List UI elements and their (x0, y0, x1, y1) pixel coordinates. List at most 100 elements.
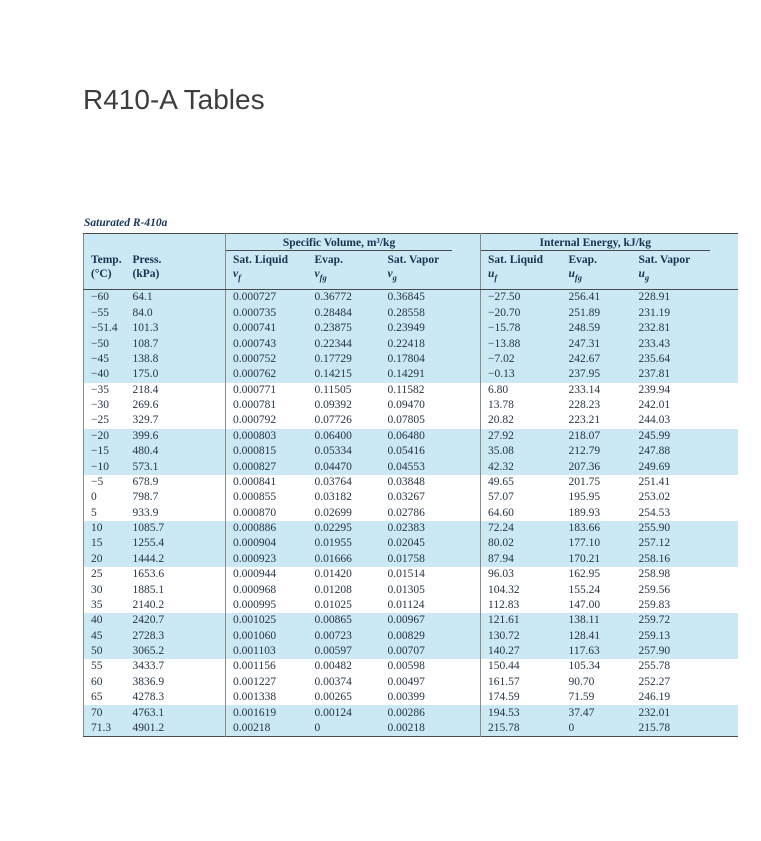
cell-u-sat-liquid: −0.13 (480, 367, 562, 383)
table-row: −10 573.1 0.000827 0.04470 0.04553 42.32 207.3… (83, 459, 738, 475)
cell-v-sat-vapor: 0.06480 (387, 429, 425, 442)
cell-v-sat-liquid: 0.000827 (225, 459, 308, 475)
cell-u-sat-liquid: 64.60 (480, 505, 562, 521)
cell-v-sat-vapor: 0.01305 (387, 583, 425, 596)
table-row: 25 1653.6 0.000944 0.01420 0.01514 96.03 162.9… (83, 567, 738, 583)
cell-v-evap: 0.07726 (314, 414, 352, 427)
cell-temp: −40 (91, 368, 109, 381)
cell-press: 138.8 (132, 352, 159, 365)
cell-v-evap: 0.00482 (314, 660, 352, 673)
cell-press: 399.6 (132, 429, 159, 442)
cell-u-evap: 233.14 (568, 383, 601, 396)
cell-u-sat-vapor: 239.94 (638, 383, 671, 396)
cell-v-evap: 0.03182 (314, 491, 352, 504)
cell-v-sat-vapor: 0.00598 (387, 660, 425, 673)
cell-u-evap: 251.89 (568, 306, 601, 319)
table-row: −50 108.7 0.000743 0.22344 0.22418 −13.88 247.… (83, 336, 738, 352)
cell-press: 175.0 (132, 368, 159, 381)
cell-u-sat-vapor: 215.78 (638, 721, 671, 734)
cell-u-sat-liquid: 161.57 (480, 674, 562, 691)
cell-press: 573.1 (132, 460, 159, 473)
cell-v-sat-liquid: 0.000870 (225, 505, 308, 521)
cell-u-sat-liquid: 140.27 (480, 643, 562, 660)
cell-u-sat-liquid: −20.70 (480, 305, 562, 322)
cell-v-evap: 0.00597 (314, 645, 352, 658)
cell-v-evap: 0.01666 (314, 552, 352, 565)
cell-temp: 70 (91, 706, 103, 719)
cell-u-sat-vapor: 228.91 (638, 291, 671, 304)
cell-press: 1255.4 (132, 537, 165, 550)
cell-u-sat-liquid: 20.82 (480, 413, 562, 429)
col-header-unit: (kPa) (132, 268, 160, 280)
cell-v-evap: 0.02699 (314, 506, 352, 519)
cell-u-evap: 183.66 (568, 522, 601, 535)
cell-v-sat-liquid: 0.001227 (225, 674, 308, 691)
cell-u-sat-liquid: −15.78 (480, 321, 562, 337)
table-row: 50 3065.2 0.001103 0.00597 0.00707 140.27 117.… (83, 643, 738, 660)
cell-v-sat-vapor: 0.09470 (387, 399, 425, 412)
cell-v-sat-liquid: 0.000735 (225, 305, 308, 322)
table-row: 55 3433.7 0.001156 0.00482 0.00598 150.44 105.… (83, 659, 738, 675)
cell-press: 1444.2 (132, 552, 165, 565)
cell-u-sat-vapor: 242.01 (638, 399, 671, 412)
table-row: −40 175.0 0.000762 0.14215 0.14291 −0.13 237.9… (83, 367, 738, 383)
cell-u-sat-liquid: −13.88 (480, 336, 562, 352)
cell-v-evap: 0.04470 (314, 460, 352, 473)
col-header-label: Evap. (314, 254, 343, 266)
col-header-v-evap: Evap. vfg (307, 251, 381, 291)
cell-v-sat-vapor: 0.01514 (387, 568, 425, 581)
cell-u-sat-vapor: 259.56 (638, 583, 671, 596)
cell-u-sat-liquid: 35.08 (480, 444, 562, 460)
cell-press: 84.0 (132, 306, 153, 319)
cell-v-sat-vapor: 0.03267 (387, 491, 425, 504)
cell-v-sat-vapor: 0.00497 (387, 675, 425, 688)
cell-v-evap: 0.02295 (314, 522, 352, 535)
cell-v-sat-liquid: 0.000803 (225, 428, 308, 445)
table-row: 0 798.7 0.000855 0.03182 0.03267 57.07 195.95 2… (83, 490, 738, 506)
cell-u-sat-vapor: 258.16 (638, 552, 671, 565)
cell-u-sat-liquid: 72.24 (480, 520, 562, 537)
cell-v-evap: 0.01025 (314, 598, 352, 611)
cell-u-sat-vapor: 251.41 (638, 475, 671, 488)
table-row: −30 269.6 0.000781 0.09392 0.09470 13.78 228.2… (83, 397, 738, 414)
cell-u-evap: 248.59 (568, 322, 601, 335)
cell-temp: 10 (91, 522, 103, 535)
cell-u-sat-liquid: 150.44 (480, 659, 562, 675)
table-row: 60 3836.9 0.001227 0.00374 0.00497 161.57 90.7… (83, 674, 738, 691)
cell-u-sat-vapor: 232.81 (638, 322, 671, 335)
cell-v-evap: 0.14215 (314, 368, 352, 381)
cell-u-evap: 128.41 (568, 629, 601, 642)
cell-v-sat-liquid: 0.000944 (225, 567, 308, 583)
cell-v-sat-liquid: 0.000752 (225, 351, 308, 368)
table-row: 10 1085.7 0.000886 0.02295 0.02383 72.24 183.6… (83, 520, 738, 537)
table-row: 40 2420.7 0.001025 0.00865 0.00967 121.61 138.… (83, 613, 738, 629)
cell-temp: 20 (91, 552, 103, 565)
cell-v-sat-liquid: 0.000771 (225, 382, 308, 398)
table-body: −60 64.1 0.000727 0.36772 0.36845 −27.50 256.4… (83, 289, 738, 737)
cell-press: 329.7 (132, 414, 159, 427)
group-header-row: Specific Volume, m³/kg Internal Energy, k… (84, 233, 738, 251)
cell-v-evap: 0.01420 (314, 568, 352, 581)
cell-u-sat-vapor: 259.83 (638, 598, 671, 611)
cell-v-sat-vapor: 0.03848 (387, 475, 425, 488)
cell-u-sat-vapor: 255.78 (638, 660, 671, 673)
table-row: −45 138.8 0.000752 0.17729 0.17804 −7.02 242.6… (83, 351, 738, 368)
cell-temp: −5 (91, 475, 104, 488)
cell-u-sat-liquid: −7.02 (480, 351, 562, 368)
cell-temp: 65 (91, 691, 103, 704)
table-row: 30 1885.1 0.000968 0.01208 0.01305 104.32 155.… (83, 582, 738, 598)
cell-u-sat-vapor: 233.43 (638, 337, 671, 350)
cell-temp: −45 (91, 352, 109, 365)
cell-v-evap: 0.00865 (314, 614, 352, 627)
cell-u-sat-vapor: 245.99 (638, 429, 671, 442)
cell-u-evap: 242.67 (568, 352, 601, 365)
cell-v-sat-liquid: 0.000855 (225, 490, 308, 506)
cell-temp: 71.3 (91, 721, 112, 734)
cell-v-sat-vapor: 0.11582 (387, 383, 425, 396)
cell-press: 798.7 (132, 491, 159, 504)
cell-v-sat-vapor: 0.00399 (387, 691, 425, 704)
table-row: 15 1255.4 0.000904 0.01955 0.02045 80.02 177.1… (83, 536, 738, 552)
cell-u-sat-liquid: 87.94 (480, 551, 562, 568)
cell-u-sat-liquid: 112.83 (480, 597, 562, 614)
